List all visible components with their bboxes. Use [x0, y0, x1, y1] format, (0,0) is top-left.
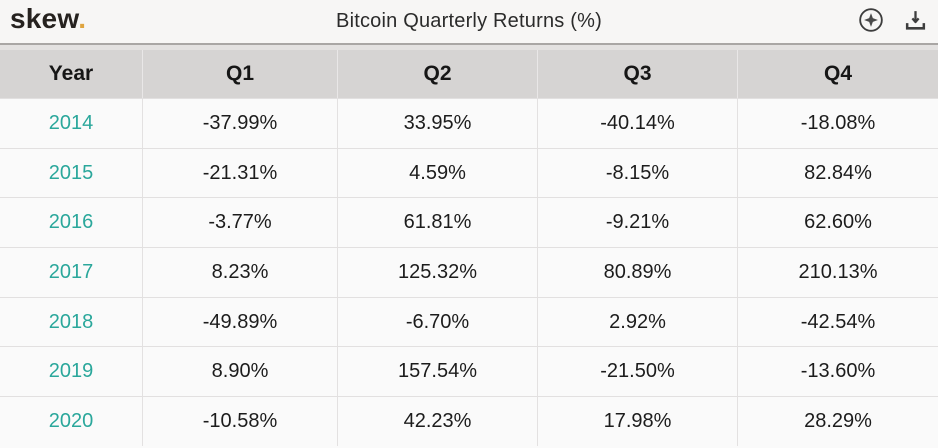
- value-cell: -18.08%: [800, 111, 876, 134]
- year-link[interactable]: 2019: [0, 347, 143, 397]
- explore-button[interactable]: [856, 5, 886, 38]
- value-cell: -6.70%: [338, 297, 538, 347]
- value-cell: 157.54%: [338, 347, 538, 397]
- skew-logo[interactable]: skew.: [10, 3, 86, 35]
- table-row-2016: 2016 -3.77% 61.81% -9.21% 62.60%: [0, 197, 938, 248]
- value-cell: 42.23%: [338, 397, 538, 446]
- column-header-year[interactable]: Year: [0, 50, 143, 98]
- column-header-q2[interactable]: Q2: [338, 50, 538, 98]
- value-cell: 17.98%: [538, 397, 738, 446]
- table-row-2020: 2020 -10.58% 42.23% 17.98% 28.29%: [0, 396, 938, 446]
- topbar-actions: [856, 0, 930, 43]
- download-button[interactable]: [901, 6, 930, 38]
- value-cell: -21.31%: [143, 148, 338, 198]
- download-icon: [903, 8, 928, 36]
- table-row-2014: 2014 -37.99% 33.95% -40.14% -18.08%: [0, 98, 938, 148]
- column-header-q3[interactable]: Q3: [538, 50, 738, 98]
- value-cell: 2.92%: [538, 297, 738, 347]
- value-cell: -42.54%: [800, 310, 876, 333]
- value-cell: -40.14%: [538, 99, 738, 148]
- value-cell: -10.58%: [143, 397, 338, 446]
- table-row-2015: 2015 -21.31% 4.59% -8.15% 82.84%: [0, 147, 938, 198]
- year-link[interactable]: 2014: [0, 99, 143, 148]
- value-cell: 28.29%: [804, 409, 872, 432]
- value-cell: -21.50%: [538, 347, 738, 397]
- year-link[interactable]: 2015: [0, 148, 143, 198]
- column-header-q4[interactable]: Q4: [823, 62, 852, 85]
- year-link[interactable]: 2020: [0, 397, 143, 446]
- skew-logo-text: skew: [10, 3, 79, 34]
- value-cell: 125.32%: [338, 248, 538, 297]
- value-cell: -37.99%: [143, 99, 338, 148]
- circled-star-icon: [858, 7, 884, 36]
- value-cell: 4.59%: [338, 148, 538, 198]
- year-link[interactable]: 2017: [0, 248, 143, 297]
- skew-logo-dot: .: [78, 3, 87, 34]
- table-row-2019: 2019 8.90% 157.54% -21.50% -13.60%: [0, 346, 938, 397]
- value-cell: -13.60%: [800, 360, 876, 383]
- topbar: skew. Bitcoin Quarterly Returns (%): [0, 0, 938, 45]
- topbar-divider: [0, 45, 938, 50]
- year-link[interactable]: 2016: [0, 198, 143, 248]
- value-cell: 33.95%: [338, 99, 538, 148]
- value-cell: 80.89%: [538, 248, 738, 297]
- column-header-q1[interactable]: Q1: [143, 50, 338, 98]
- value-cell: 61.81%: [338, 198, 538, 248]
- table-row-2017: 2017 8.23% 125.32% 80.89% 210.13%: [0, 247, 938, 297]
- value-cell: -3.77%: [143, 198, 338, 248]
- year-link[interactable]: 2018: [0, 297, 143, 347]
- page-title: Bitcoin Quarterly Returns (%): [336, 10, 602, 32]
- value-cell: 82.84%: [804, 161, 872, 184]
- value-cell: -49.89%: [143, 297, 338, 347]
- value-cell: -9.21%: [538, 198, 738, 248]
- table-row-2018: 2018 -49.89% -6.70% 2.92% -42.54%: [0, 296, 938, 347]
- value-cell: 62.60%: [804, 211, 872, 234]
- table-header-row: Year Q1 Q2 Q3 Q4: [0, 50, 938, 98]
- value-cell: 8.23%: [143, 248, 338, 297]
- value-cell: 210.13%: [798, 260, 878, 283]
- value-cell: -8.15%: [538, 148, 738, 198]
- value-cell: 8.90%: [143, 347, 338, 397]
- quarterly-returns-table: Year Q1 Q2 Q3 Q4 2014 -37.99% 33.95% -40…: [0, 50, 938, 446]
